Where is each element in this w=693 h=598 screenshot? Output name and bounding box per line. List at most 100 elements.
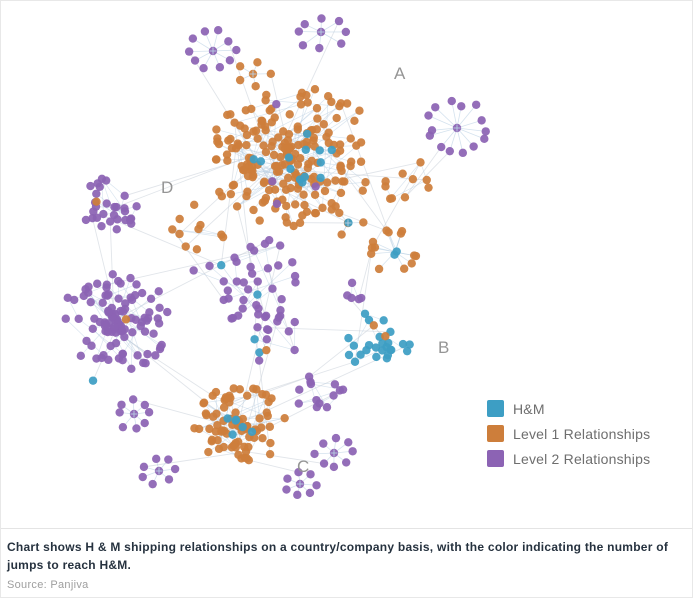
network-node [121,315,131,324]
network-node [219,277,228,286]
network-node [249,155,258,164]
network-node [241,106,251,115]
network-node [362,346,371,355]
network-node [211,155,221,164]
network-node [228,430,237,439]
network-node [310,190,320,199]
network-node [224,37,233,46]
network-node [163,307,172,317]
network-node [275,311,285,321]
network-node [247,269,257,278]
network-node [164,455,173,464]
network-node [110,322,119,331]
network-node [312,104,322,113]
network-node [213,134,222,143]
network-node [392,247,401,256]
network-node [330,380,340,389]
network-node [92,213,102,223]
network-node [235,75,245,85]
network-node [223,156,232,165]
network-node [132,424,141,433]
network-node [350,116,359,126]
network-node [424,111,433,120]
network-node [211,387,221,397]
network-node [243,285,253,294]
network-node [88,376,98,385]
network-node [139,462,149,472]
network-node [102,199,111,208]
network-node [400,193,410,202]
network-node [290,317,299,327]
network-node [228,313,238,323]
network-node [293,122,302,131]
network-node [471,100,481,109]
network-node [261,96,270,105]
network-node [324,128,333,137]
network-node [212,125,221,134]
network-node [260,196,270,206]
network-node [255,414,264,423]
network-node [319,120,328,129]
network-node [282,218,292,227]
network-node [316,158,325,167]
network-node [232,45,241,55]
network-node [334,16,344,26]
network-node [265,235,274,245]
network-node [116,279,125,288]
network-node [310,449,319,459]
network-node [481,127,490,136]
network-node [217,261,226,270]
network-node [267,141,276,151]
network-node [445,146,455,156]
network-node [81,215,91,225]
network-node [144,408,154,417]
network-node [81,285,90,294]
network-node [253,58,262,67]
network-node [290,345,299,355]
network-node [128,395,138,404]
network-node [130,291,140,300]
network-node [398,169,407,178]
network-node [149,329,158,338]
network-node [407,259,416,268]
network-node [282,485,291,494]
network-node [369,321,378,330]
network-node [190,56,200,65]
network-node [424,183,433,192]
network-node [120,304,130,314]
network-node [223,414,232,423]
network-node [262,335,272,344]
network-node [237,161,246,171]
network-node [262,408,271,417]
network-node [355,106,364,115]
legend-label-hm: H&M [513,400,545,417]
network-node [272,100,281,109]
network-node [316,173,325,183]
network-node [108,270,117,279]
network-node [88,324,98,333]
network-node [92,197,101,206]
network-node [261,390,271,400]
network-node [155,303,164,312]
network-node [356,157,366,166]
network-node [234,450,243,460]
network-node [189,266,198,275]
network-node [99,209,108,219]
network-node [133,351,142,360]
network-node [118,349,127,359]
network-node [194,224,203,234]
network-node [335,146,345,155]
network-node [385,194,395,203]
cluster-label-B: B [438,338,449,357]
network-node [234,141,243,150]
network-node [341,27,351,37]
network-node [346,157,356,166]
network-node [230,253,239,262]
network-node [290,149,300,159]
network-node [103,291,112,300]
network-node [259,141,268,150]
network-node [318,203,327,213]
network-node [319,459,329,468]
network-node [358,186,367,195]
network-node [217,192,227,201]
